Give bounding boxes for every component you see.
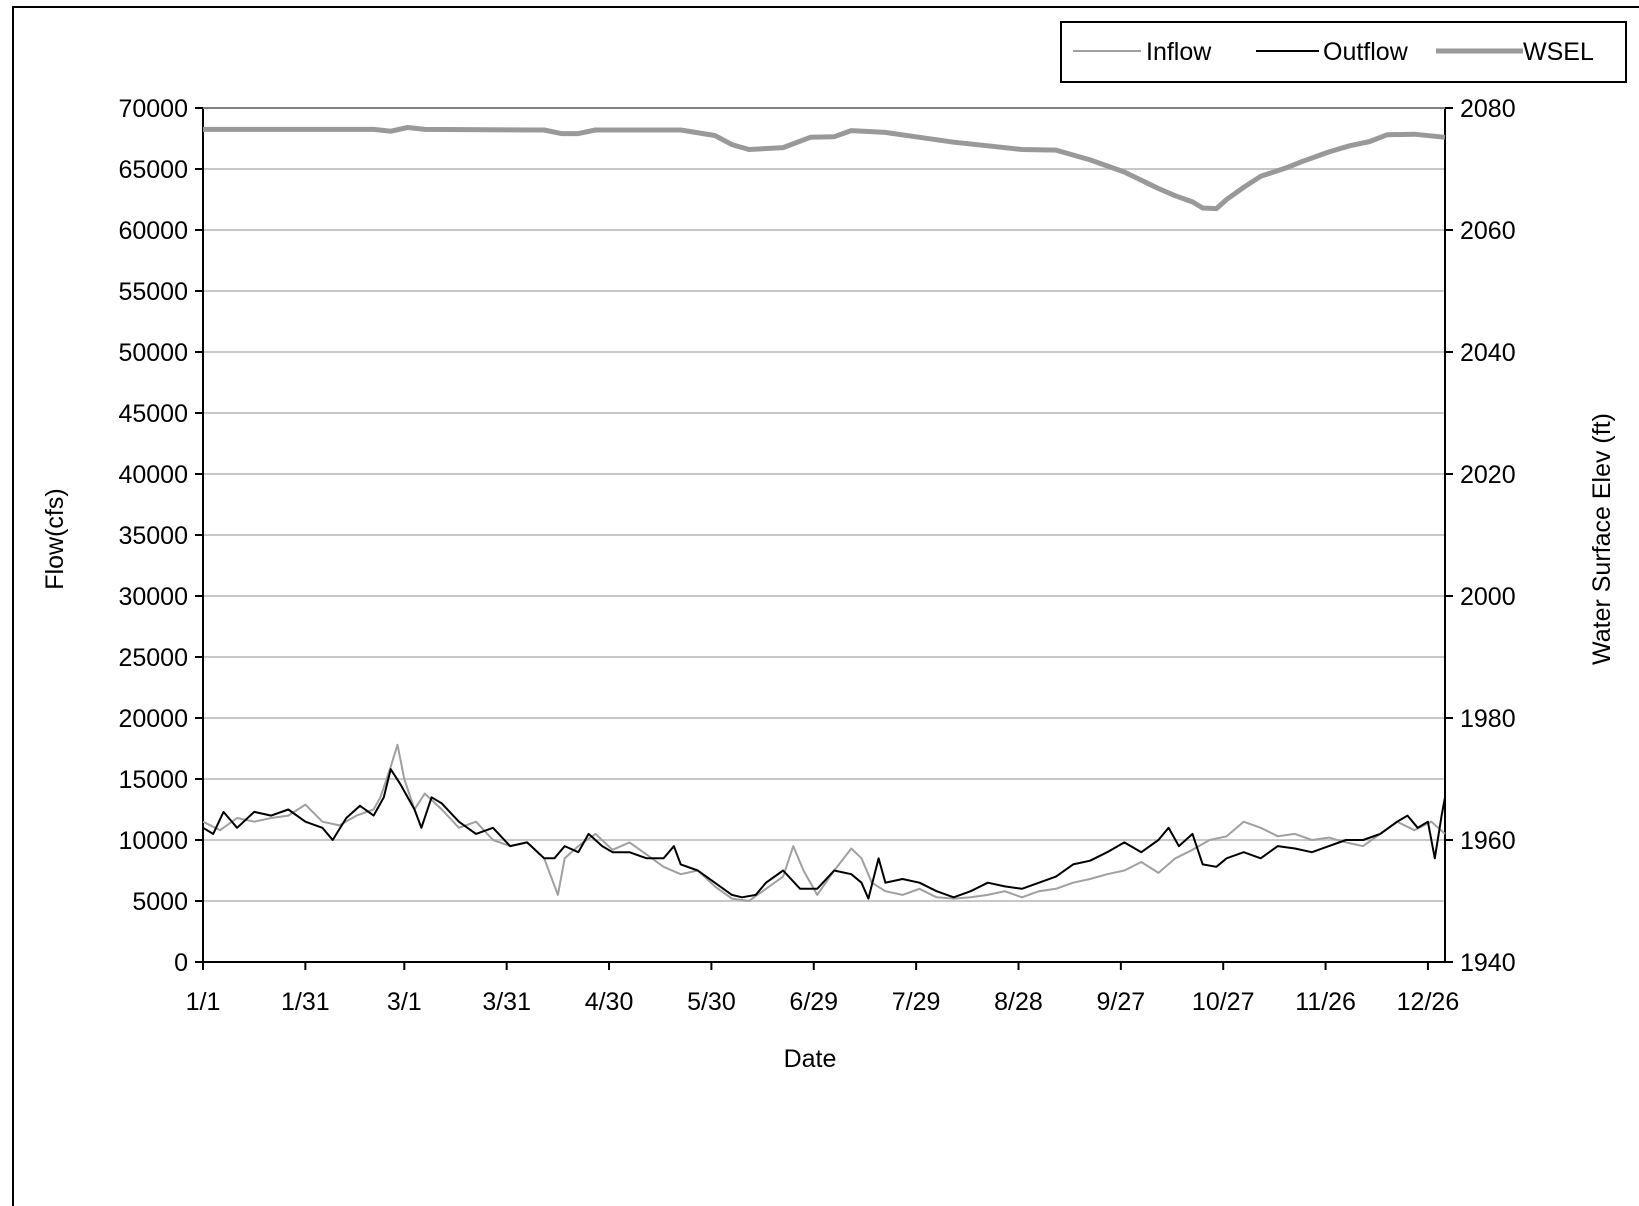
x-axis-title: Date — [784, 1045, 837, 1073]
x-tick-label: 1/1 — [186, 988, 221, 1016]
y-left-tick-label: 0 — [174, 949, 188, 977]
y-right-tick-label: 1940 — [1460, 949, 1516, 977]
y-left-tick-label: 20000 — [118, 705, 188, 733]
legend-label-wsel: WSEL — [1523, 38, 1594, 66]
x-tick-label: 1/31 — [281, 988, 330, 1016]
x-tick-label: 12/26 — [1397, 988, 1460, 1016]
x-tick-label: 9/27 — [1097, 988, 1146, 1016]
y-right-tick-label: 1960 — [1460, 827, 1516, 855]
y-left-tick-label: 70000 — [118, 95, 188, 123]
y-right-tick-label: 2000 — [1460, 583, 1516, 611]
x-tick-label: 8/28 — [994, 988, 1043, 1016]
y-left-tick-label: 55000 — [118, 278, 188, 306]
y-right-tick-label: 2020 — [1460, 461, 1516, 489]
x-tick-label: 4/30 — [585, 988, 634, 1016]
y-left-tick-label: 35000 — [118, 522, 188, 550]
tick-labels: 0 5000 10000 15000 20000 25000 30000 35000 40000… — [118, 95, 1515, 1016]
series-line-wsel — [203, 125, 1446, 212]
axes — [195, 107, 1453, 970]
y-left-tick-label: 40000 — [118, 461, 188, 489]
series-line-inflow — [202, 743, 1446, 902]
y-left-tick-label: 10000 — [118, 827, 188, 855]
legend-label-outflow: Outflow — [1323, 38, 1409, 66]
legend: Inflow Outflow WSEL — [1060, 21, 1627, 83]
y-right-tick-label: 2040 — [1460, 339, 1516, 367]
y-left-tick-label: 25000 — [118, 644, 188, 672]
gridlines — [203, 107, 1445, 902]
x-tick-label: 3/31 — [482, 988, 531, 1016]
x-tick-label: 6/29 — [789, 988, 838, 1016]
y-right-tick-label: 1980 — [1460, 705, 1516, 733]
y-axis-title-left: Flow(cfs) — [41, 488, 69, 589]
legend-label-inflow: Inflow — [1146, 38, 1212, 66]
x-tick-label: 10/27 — [1192, 988, 1255, 1016]
y-right-tick-label: 2060 — [1460, 217, 1516, 245]
chart-frame — [12, 6, 1639, 1206]
x-tick-label: 5/30 — [687, 988, 736, 1016]
x-tick-label: 3/1 — [387, 988, 422, 1016]
y-left-tick-label: 15000 — [118, 766, 188, 794]
y-left-tick-label: 65000 — [118, 156, 188, 184]
y-left-tick-label: 50000 — [118, 339, 188, 367]
series-line-outflow — [202, 768, 1446, 900]
y-left-tick-label: 5000 — [132, 888, 188, 916]
legend-box — [1060, 21, 1627, 83]
plot-series — [202, 125, 1446, 902]
chart: 0 5000 10000 15000 20000 25000 30000 35000 40000… — [41, 21, 1627, 1073]
y-axis-title-right: Water Surface Elev (ft) — [1588, 413, 1616, 665]
y-right-tick-label: 2080 — [1460, 95, 1516, 123]
x-tick-label: 7/29 — [892, 988, 941, 1016]
y-left-tick-label: 60000 — [118, 217, 188, 245]
x-tick-label: 11/26 — [1295, 988, 1356, 1016]
y-left-tick-label: 30000 — [118, 583, 188, 611]
y-left-tick-label: 45000 — [118, 400, 188, 428]
